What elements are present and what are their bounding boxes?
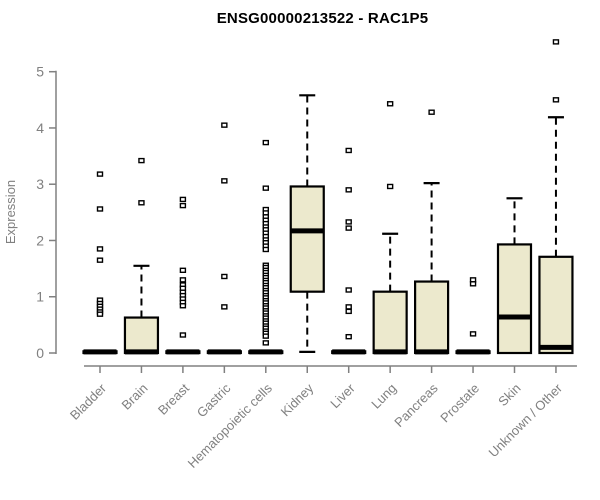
x-tick-label: Lung [368,381,399,412]
box-skin [496,197,533,355]
outlier-point [345,147,352,154]
x-tick-label: Brain [118,381,150,413]
y-tick-label: 4 [36,120,44,136]
iqr-box [289,185,325,293]
outlier-point [428,109,435,115]
outlier-point [469,281,477,287]
x-tick-label: Skin [495,381,523,409]
box-gastric [206,122,242,355]
outlier-point [179,277,187,283]
outlier-point [179,267,187,273]
outlier-point [345,225,352,231]
x-tick-label: Pancreas [391,380,441,430]
outlier-point [96,206,104,212]
outlier-point [179,202,187,209]
box-bladder [82,171,118,355]
outlier-point [96,311,104,317]
outlier-point [386,101,394,107]
outlier-point [221,273,228,280]
chart-title: ENSG00000213522 - RAC1P5 [216,10,429,27]
box-brain [123,157,160,355]
outlier-point [469,331,477,337]
outlier-point [345,187,352,193]
outlier-point [221,122,228,128]
iqr-box [538,255,574,355]
x-tick-label: Unknown / Other [485,380,565,460]
box-hematopoietic-cells [248,139,284,355]
y-axis: 0 1 2 3 4 5 Expression [3,64,57,361]
outlier-point [138,200,145,206]
outlier-point [345,333,352,340]
outlier-point [552,97,560,103]
outlier-point [262,246,269,253]
outlier-point [262,185,269,191]
iqr-box [123,316,160,355]
outlier-point [96,171,104,177]
x-tick-label: Bladder [67,380,110,423]
box-pancreas [414,109,450,355]
x-tick-label: Prostate [437,381,482,426]
outlier-point [386,183,394,190]
x-tick-label: Breast [155,380,192,417]
outlier-point [179,332,187,338]
outlier-point [221,304,228,310]
x-tick-label: Kidney [278,380,317,419]
iqr-box [414,280,450,355]
box-lung [372,101,408,355]
y-tick-label: 0 [36,345,44,361]
outlier-point [138,157,145,164]
box-unknown-other [538,39,574,355]
outlier-point [345,308,352,315]
box-breast [165,196,201,355]
outlier-point [262,340,269,346]
outlier-point [179,303,187,309]
outlier-point [552,39,560,45]
iqr-box [372,290,408,355]
outlier-point [262,333,269,339]
outlier-point [96,257,104,263]
box-liver [331,147,367,355]
x-tick-label: Gastric [194,380,234,420]
y-tick-label: 2 [36,232,44,248]
outlier-point [96,246,104,252]
outlier-point [262,139,269,146]
outlier-point [345,287,352,293]
y-tick-label: 1 [36,289,44,305]
outlier-point [345,304,352,310]
box-prostate [455,277,491,355]
outlier-point [221,178,228,184]
outlier-point [179,196,187,203]
y-tick-label: 3 [36,176,44,192]
y-axis-title: Expression [3,180,18,244]
box-kidney [289,94,325,353]
iqr-box [496,243,533,355]
y-tick-label: 5 [36,64,44,80]
outlier-point [345,219,352,225]
x-tick-label: Liver [327,380,358,411]
